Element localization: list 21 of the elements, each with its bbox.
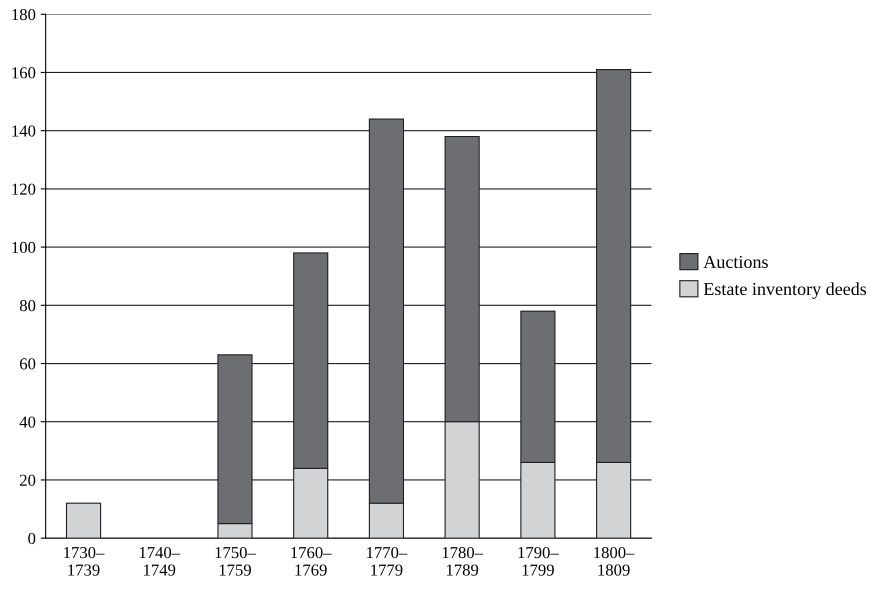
y-tick-label: 120 [12,184,36,195]
y-tick-label: 140 [12,125,36,137]
x-tick-label: 1780– 1789 [442,546,484,576]
x-tick-label: 1730– 1739 [64,546,104,576]
y-tick-label: 80 [20,300,36,312]
y-tick-label: 40 [20,416,36,428]
x-tick-label: 1790– 1799 [518,546,559,576]
legend-label: Estate inventory deeds [704,282,866,299]
y-tick-label: 160 [12,67,36,78]
y-tick-label: 100 [12,242,36,254]
bar [66,502,102,538]
x-tick-label: 1750– 1759 [216,546,256,576]
y-tick-label: 20 [20,474,36,486]
y-tick-label: 60 [20,358,36,370]
legend-label: Auctions [703,256,768,268]
x-tick-label: 1770– 1779 [367,546,408,576]
x-tick-label: 1760– 1769 [291,546,332,576]
x-tick-label: 1800– 1809 [594,546,635,576]
y-tick-label: 180 [12,8,36,20]
x-tick-label: 1740– 1749 [140,546,180,576]
y-tick-label: 0 [28,532,36,544]
